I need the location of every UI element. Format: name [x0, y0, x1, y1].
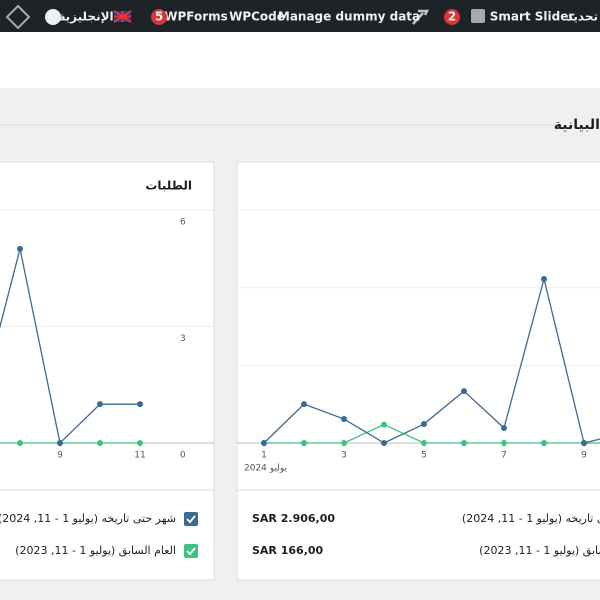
- point: [341, 416, 347, 423]
- yoast-icon[interactable]: [471, 9, 485, 23]
- admin-bar: تحديد Smart Slider 2 Manage dummy data W…: [0, 0, 600, 32]
- point: [501, 440, 507, 446]
- help-icon[interactable]: [45, 9, 61, 25]
- point: [501, 425, 507, 432]
- legend-label: شهر حتى تاريخه (يوليو 1 - 11, 2024): [462, 512, 600, 525]
- x-tick-label: 3: [341, 451, 347, 461]
- checkmark: [186, 515, 196, 524]
- x-tick-label: 9: [57, 451, 63, 461]
- point: [301, 401, 307, 408]
- x-tick-label: 11: [134, 451, 145, 461]
- x-tick-label: 1: [261, 451, 267, 461]
- point: [581, 440, 587, 446]
- series-line: [263, 278, 600, 444]
- y-tick-label: 0: [180, 451, 186, 461]
- point: [17, 245, 23, 252]
- point: [421, 421, 427, 428]
- x-tick-label: 9: [581, 451, 587, 461]
- checkmark: [186, 547, 196, 556]
- x-tick-label: 7: [501, 451, 507, 461]
- x-axis-label: يوليو 2024: [244, 464, 288, 474]
- point: [341, 440, 347, 446]
- seo-count: 2: [448, 10, 456, 24]
- forms-badge: [151, 9, 167, 25]
- legend-label: شهر حتى تاريخه (يوليو 1 - 11, 2024): [0, 512, 176, 525]
- point: [57, 440, 63, 446]
- section-title: البيانية: [554, 117, 600, 133]
- update-link[interactable]: تحديد: [566, 10, 598, 24]
- x-tick-label: 5: [421, 451, 427, 461]
- point: [541, 440, 547, 446]
- flag-cross: [113, 10, 132, 23]
- point: [97, 401, 103, 408]
- point: [261, 440, 267, 446]
- series-line: [264, 423, 600, 444]
- forms-count: 5: [155, 10, 163, 24]
- total: SAR 166,00: [252, 544, 324, 557]
- point: [461, 440, 467, 446]
- point: [421, 440, 427, 446]
- language-link[interactable]: الإنجليزية: [58, 10, 113, 24]
- hammer-icon: [412, 9, 430, 25]
- point: [17, 440, 23, 446]
- point: [137, 440, 143, 446]
- point: [461, 388, 467, 395]
- site-icon[interactable]: [5, 4, 31, 30]
- header: [0, 32, 600, 88]
- point: [97, 440, 103, 446]
- point: [301, 440, 307, 446]
- legend-checkbox[interactable]: [184, 512, 198, 526]
- point: [381, 440, 387, 446]
- sales-card: [236, 161, 600, 581]
- admin-bar-bg: [0, 0, 600, 32]
- y-tick-label: 3: [180, 334, 186, 344]
- slider-link[interactable]: Smart Slider: [490, 10, 575, 24]
- dummy-link[interactable]: Manage dummy data: [278, 10, 420, 24]
- point: [137, 401, 143, 408]
- orders-card: [0, 161, 215, 581]
- point: [381, 421, 387, 428]
- total: SAR 2.906,00: [252, 512, 335, 525]
- legend-checkbox[interactable]: [184, 544, 198, 558]
- wpforms-link[interactable]: WPForms: [164, 10, 228, 24]
- y-tick-label: 6: [180, 218, 186, 228]
- wpcode-link[interactable]: WPCode: [229, 10, 285, 24]
- point: [541, 276, 547, 283]
- card-title: الطلبات: [145, 179, 192, 193]
- legend-label: العام السابق (يوليو 1 - 11, 2023): [479, 544, 600, 558]
- seo-badge: [444, 9, 460, 25]
- legend-label: العام السابق (يوليو 1 - 11, 2023): [15, 544, 176, 558]
